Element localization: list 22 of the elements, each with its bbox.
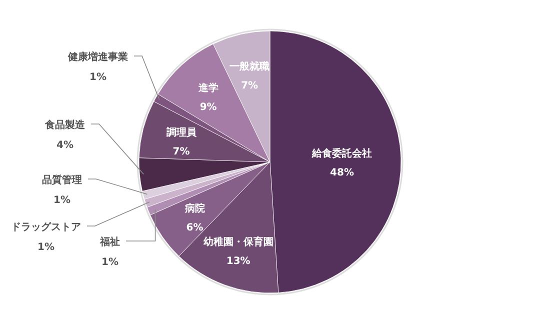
data-label: 9%	[200, 102, 217, 114]
slice-label: 一般就職	[230, 60, 270, 73]
data-label: 48%	[330, 168, 354, 179]
slice-label: ドラッグストア	[11, 221, 81, 233]
slice-label: 福祉	[99, 236, 120, 248]
slice-label: 給食委託会社	[311, 148, 372, 160]
slice-label: 病院	[184, 202, 205, 214]
data-label: 1%	[90, 72, 106, 83]
data-label: 13%	[226, 256, 250, 268]
data-label: 7%	[241, 80, 258, 92]
slice-label: 品質管理	[42, 174, 82, 186]
data-label: 7%	[172, 146, 190, 158]
slice-label: 調理員	[165, 126, 198, 139]
data-label: 6%	[186, 222, 204, 234]
data-label: 1%	[102, 257, 118, 268]
data-label: 1%	[38, 242, 54, 253]
slice-label: 幼稚園・保育園	[202, 236, 274, 248]
slice-label: 食品製造	[44, 119, 86, 131]
slice-label: 健康増進事業	[67, 51, 128, 63]
slice-label: 進学	[197, 82, 218, 94]
data-label: 4%	[56, 140, 74, 151]
data-label: 1%	[54, 195, 70, 206]
